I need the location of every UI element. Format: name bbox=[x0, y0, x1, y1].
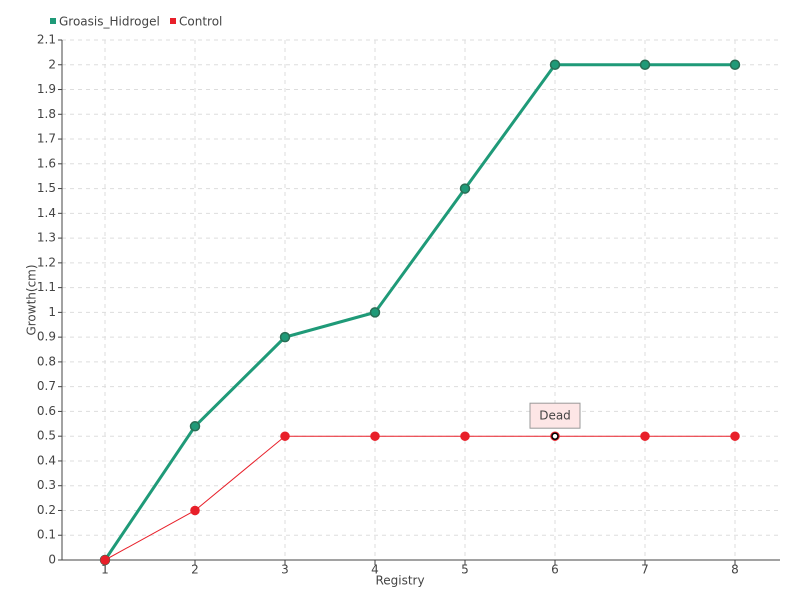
data-point bbox=[100, 555, 110, 565]
y-tick-label: 0.6 bbox=[37, 404, 56, 418]
data-point bbox=[280, 431, 290, 441]
y-tick-label: 0 bbox=[48, 553, 56, 567]
y-tick-label: 1 bbox=[48, 305, 56, 319]
y-axis-label: Growth(cm) bbox=[25, 264, 39, 335]
x-tick-label: 8 bbox=[731, 563, 739, 577]
x-tick-label: 2 bbox=[191, 563, 199, 577]
x-tick-label: 6 bbox=[551, 563, 559, 577]
data-point bbox=[730, 431, 740, 441]
y-tick-label: 2 bbox=[48, 57, 56, 71]
annotation-point bbox=[551, 432, 559, 440]
x-tick-label: 5 bbox=[461, 563, 469, 577]
y-tick-label: 0.7 bbox=[37, 379, 56, 393]
data-point bbox=[189, 421, 201, 432]
y-tick-label: 0.1 bbox=[37, 528, 56, 542]
annotation-box bbox=[529, 402, 581, 429]
legend-label: Control bbox=[179, 15, 222, 29]
data-point bbox=[639, 59, 651, 71]
data-point bbox=[279, 331, 291, 343]
y-tick-label: 0.2 bbox=[37, 503, 56, 517]
y-tick-label: 1.2 bbox=[37, 255, 56, 269]
y-tick-label: 0.8 bbox=[37, 354, 56, 368]
legend-swatch bbox=[170, 18, 176, 24]
data-point bbox=[460, 431, 470, 441]
y-tick-label: 1.6 bbox=[37, 156, 56, 170]
x-tick-label: 3 bbox=[281, 563, 289, 577]
data-point bbox=[459, 183, 471, 194]
y-tick-label: 1.5 bbox=[37, 181, 56, 195]
series-line bbox=[104, 435, 735, 561]
annotation-text: Dead bbox=[539, 409, 571, 423]
legend-swatch bbox=[50, 18, 56, 24]
y-tick-label: 1.4 bbox=[37, 206, 56, 220]
y-tick-label: 1.8 bbox=[37, 107, 56, 121]
data-point bbox=[640, 431, 650, 441]
y-tick-label: 1.3 bbox=[37, 231, 56, 245]
x-axis-label: Registry bbox=[375, 574, 424, 588]
data-point bbox=[549, 59, 561, 71]
legend-label: Groasis_Hidrogel bbox=[59, 15, 160, 29]
y-tick-label: 1.1 bbox=[37, 280, 56, 294]
x-tick-label: 7 bbox=[641, 563, 649, 577]
y-tick-label: 1.7 bbox=[37, 132, 56, 146]
data-point bbox=[369, 307, 381, 318]
x-tick-label: 4 bbox=[371, 563, 379, 577]
y-tick-label: 0.5 bbox=[37, 429, 56, 443]
y-tick-label: 0.4 bbox=[37, 453, 56, 467]
series-line bbox=[103, 63, 735, 561]
data-point bbox=[370, 431, 380, 441]
data-point bbox=[729, 59, 741, 71]
y-tick-label: 2.1 bbox=[37, 33, 56, 47]
x-tick-label: 1 bbox=[101, 563, 109, 577]
y-tick-label: 0.3 bbox=[37, 478, 56, 492]
y-tick-label: 1.9 bbox=[37, 82, 56, 96]
data-point bbox=[190, 505, 200, 516]
y-tick-label: 0.9 bbox=[37, 330, 56, 344]
